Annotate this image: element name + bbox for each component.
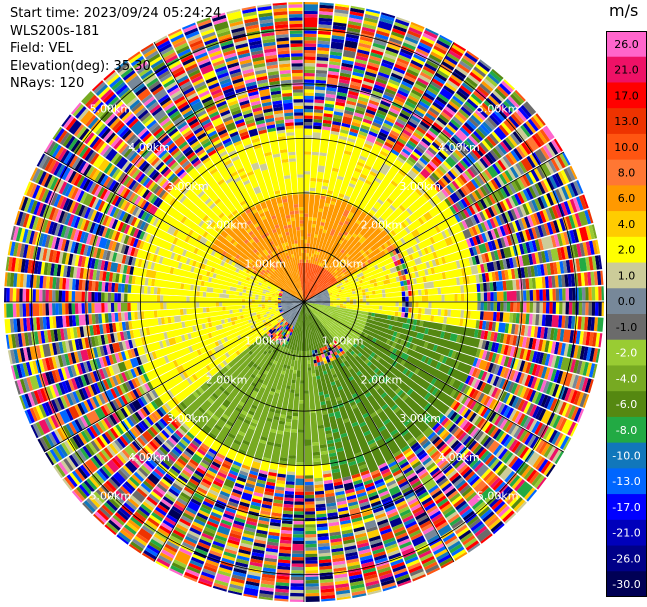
range-ring-label: 5.00km [90,102,132,115]
colorbar-segment [606,236,647,264]
colorbar-segment [606,185,647,212]
colorbar-tick-label: -2.0 [616,347,637,360]
colorbar-segment [606,133,647,161]
colorbar-segment [606,262,647,289]
colorbar-unit: m/s [609,1,639,20]
colorbar-tick-label: 21.0 [614,64,639,77]
gate-group-9 [11,2,591,600]
nrays-label: NRays: 120 [10,76,85,91]
colorbar-segment [606,82,647,109]
field-label: Field: VEL [10,41,73,56]
colorbar-segment [606,416,647,444]
colorbar-tick-label: 1.0 [618,269,636,282]
scan-info: Start time: 2023/09/24 05:24:24 WLS200s-… [10,5,221,93]
colorbar-segment [606,519,647,547]
range-ring-labels: 1.00km 1.00km 1.00km 1.00km 2.00km 2.00km 2.00… [90,102,519,502]
colorbar-tick-label: 2.0 [618,244,636,257]
range-ring-label: 3.00km [167,180,209,193]
colorbar-tick-label: -26.0 [612,552,640,565]
colorbar-segment [606,31,647,58]
spoke-150 [153,41,455,563]
colorbar-tick-label: -13.0 [612,475,640,488]
colorbar-tick-label: -4.0 [616,372,637,385]
range-ring-label: 1.00km [244,257,286,270]
colorbar-tick-label: -1.0 [616,321,637,334]
colorbar-tick-label: 13.0 [614,115,639,128]
range-ring-label: 4.00km [128,451,170,464]
colorbar-segment [606,494,647,521]
range-ring-label: 2.00km [361,219,403,232]
range-ring-label: 4.00km [438,451,480,464]
colorbar-segment [606,468,647,495]
range-ring-label: 2.00km [361,373,403,386]
colorbar-tick-label: -30.0 [612,578,640,591]
colorbar-segment [606,391,647,418]
colorbar-segment [606,365,647,392]
range-ring-label: 5.00km [477,102,519,115]
azimuth-spokes [4,2,604,602]
gate-group-15 [5,17,598,601]
colorbar-segment [606,56,647,83]
range-ring-label: 5.00km [477,490,519,503]
colorbar-tick-label: 17.0 [614,89,639,102]
range-ring-label: 2.00km [206,373,248,386]
colorbar: 26.0 21.0 17.0 13.0 10.0 8.0 6.0 4.0 2.0 1.0 0.0 -1… [606,31,647,597]
colorbar-segment [606,545,647,572]
colorbar-tick-label: 10.0 [614,141,639,154]
colorbar-tick-label: -6.0 [616,398,637,411]
colorbar-tick-label: 6.0 [618,192,636,205]
colorbar-segment [606,211,647,238]
gate-group-17 [9,12,589,584]
colorbar-segment [606,571,647,597]
range-ring-label: 3.00km [399,180,441,193]
range-ring-label: 1.00km [244,335,286,348]
range-ring-label: 3.00km [399,412,441,425]
colorbar-tick-label: -10.0 [612,450,640,463]
range-ring-label: 5.00km [90,490,132,503]
colorbar-segment [606,442,647,469]
start-time-label: Start time: 2023/09/24 05:24:24 [10,6,222,21]
range-ring-label: 1.00km [322,257,364,270]
colorbar-tick-label: 26.0 [614,38,639,51]
colorbar-tick-label: 0.0 [618,295,636,308]
colorbar-tick-label: -21.0 [612,527,640,540]
range-ring-label: 2.00km [206,219,248,232]
ppi-plot: 1.00km 1.00km 1.00km 1.00km 2.00km 2.00km 2.00… [4,2,604,603]
gate-group-16 [23,5,597,594]
colorbar-tick-label: -8.0 [616,424,637,437]
range-ring-label: 1.00km [322,335,364,348]
colorbar-segment [606,108,647,135]
range-ring-label: 4.00km [438,141,480,154]
colorbar-segment [606,288,647,315]
colorbar-tick-label: 4.0 [618,218,636,231]
colorbar-tick-label: 8.0 [618,167,636,180]
elevation-label: Elevation(deg): 35.30 [10,58,151,74]
colorbar-segment [606,339,647,366]
colorbar-segment [606,159,647,186]
colorbar-segment [606,314,647,341]
colorbar-tick-label: -17.0 [612,501,640,514]
site-label: WLS200s-181 [10,23,100,39]
gate-group-10 [13,2,576,599]
range-ring-label: 4.00km [128,141,170,154]
range-ring-label: 3.00km [167,412,209,425]
gate-group-21 [6,28,604,590]
